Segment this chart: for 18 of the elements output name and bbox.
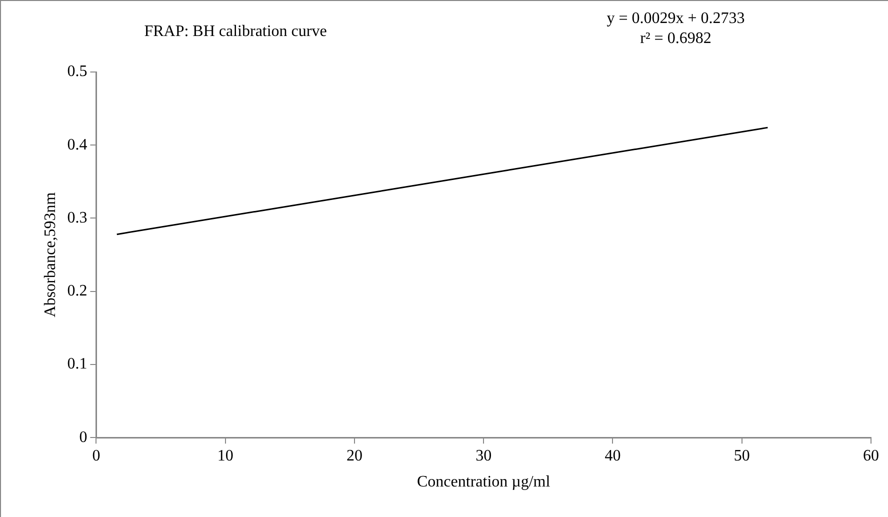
- y-tick-label: 0.3: [67, 209, 88, 226]
- x-tick-label: 40: [604, 447, 621, 464]
- x-tick-label: 0: [92, 447, 100, 464]
- x-tick-label: 60: [863, 447, 879, 464]
- x-tick-label: 20: [346, 447, 362, 464]
- text: y = 0.0029x + 0.2733: [606, 10, 745, 27]
- x-tick-label: 30: [476, 447, 492, 464]
- y-axis-title: Absorbance,593nm: [42, 192, 59, 318]
- text: r² = 0.6982: [640, 30, 712, 47]
- y-tick-label: 0.1: [67, 356, 88, 373]
- x-tick-label: 10: [217, 447, 234, 464]
- y-tick-label: 0: [79, 428, 88, 446]
- chart-title: FRAP: BH calibration curve: [144, 23, 327, 40]
- y-tick-label: 0.4: [67, 136, 88, 154]
- x-axis-title: Concentration µg/ml: [417, 474, 551, 491]
- y-tick-label: 0.5: [67, 63, 88, 80]
- x-tick-label: 50: [734, 447, 750, 464]
- y-tick-label: 0.2: [67, 282, 88, 300]
